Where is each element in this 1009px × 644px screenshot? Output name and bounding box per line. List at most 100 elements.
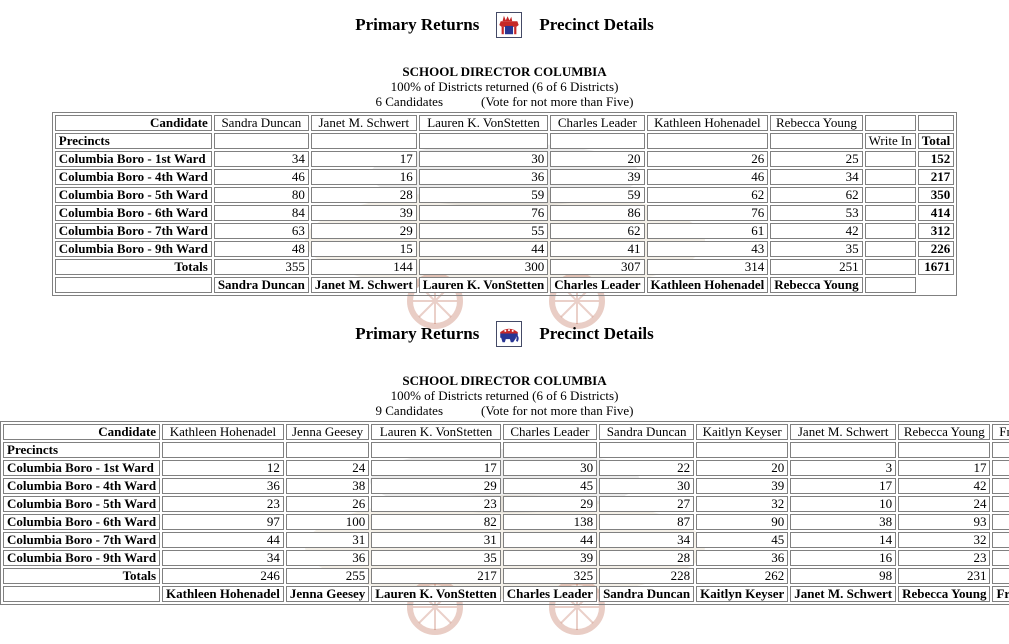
vote-cell: 45	[502, 478, 598, 494]
vote-cell: 100	[285, 514, 370, 530]
footer-candidate-name-cell: Kathleen Hohenadel	[162, 586, 284, 602]
totals-row: Totals 355 144 300 307 314 251 1671	[54, 259, 955, 275]
vote-cell: 35	[770, 241, 863, 257]
candidates-count: 6 Candidates	[375, 94, 444, 109]
vote-cell: 39	[310, 205, 417, 221]
vote-cell: 39	[502, 550, 598, 566]
total-cell: 350	[917, 187, 955, 203]
vote-cell: 44	[418, 241, 549, 257]
party-nav-bar: Primary Returns Precinct Details	[0, 11, 1009, 39]
vote-note: (Vote for not more than Five)	[481, 403, 634, 418]
vote-cell: 27	[599, 496, 695, 512]
precinct-name-cell: Columbia Boro - 6th Ward	[3, 514, 161, 530]
nav-link-primary-returns[interactable]: Primary Returns	[355, 15, 480, 34]
candidates-line: 6 Candidates (Vote for not more than Five…	[0, 94, 1009, 109]
vote-cell: 32	[992, 532, 1009, 548]
vote-cell: 55	[418, 223, 549, 239]
precinct-row: Columbia Boro - 6th Ward 84 39 76 86 76 53 414	[54, 205, 955, 221]
totals-label-cell: Totals	[3, 568, 161, 584]
vote-cell: 43	[992, 478, 1009, 494]
footer-candidate-name-cell: Janet M. Schwert	[790, 586, 897, 602]
results-table: Candidate Sandra Duncan Janet M. Schwert La…	[51, 112, 958, 296]
column-color-cell	[790, 442, 897, 458]
totals-vote-cell: 144	[310, 259, 417, 275]
write-in-cell	[864, 259, 916, 275]
candidates-line: 9 Candidates (Vote for not more than Five…	[0, 403, 1009, 418]
footer-candidate-name-cell: Kaitlyn Keyser	[696, 586, 789, 602]
vote-cell: 36	[162, 478, 284, 494]
precinct-row: Columbia Boro - 9th Ward 34 36 35 39 28 36 16 23…	[3, 550, 1009, 566]
democrat-donkey-icon[interactable]	[496, 12, 523, 38]
candidate-name-cell: Janet M. Schwert	[790, 424, 897, 440]
candidate-name-cell: Jenna Geesey	[285, 424, 370, 440]
vote-cell: 38	[790, 514, 897, 530]
totals-vote-cell: 262	[696, 568, 789, 584]
vote-cell: 44	[502, 532, 598, 548]
totals-vote-cell: 228	[599, 568, 695, 584]
vote-cell: 101	[992, 514, 1009, 530]
footer-names-row: Sandra Duncan Janet M. Schwert Lauren K. V…	[54, 277, 954, 293]
total-cell: 414	[917, 205, 955, 221]
column-color-cell	[898, 442, 991, 458]
candidate-name-cell: Sandra Duncan	[599, 424, 695, 440]
footer-candidate-name-cell: Lauren K. VonStetten	[371, 586, 501, 602]
vote-cell: 63	[213, 223, 309, 239]
footer-candidate-name-cell: Kathleen Hohenadel	[646, 277, 769, 293]
race-title: SCHOOL DIRECTOR COLUMBIA	[402, 373, 607, 388]
totals-vote-cell: 246	[162, 568, 284, 584]
precincts-label-cell: Precincts	[3, 442, 161, 458]
vote-cell: 12	[162, 460, 284, 476]
precincts-label-cell: Precincts	[54, 133, 212, 149]
vote-cell: 38	[285, 478, 370, 494]
totals-vote-cell: 325	[502, 568, 598, 584]
vote-cell: 14	[790, 532, 897, 548]
column-color-cell	[646, 133, 769, 149]
write-in-cell	[864, 241, 916, 257]
vote-cell: 39	[550, 169, 645, 185]
write-in-cell	[864, 151, 916, 167]
vote-cell: 23	[371, 496, 501, 512]
column-color-cell	[550, 133, 645, 149]
vote-cell: 20	[550, 151, 645, 167]
precinct-row: Columbia Boro - 1st Ward1224173022203172…	[3, 460, 1009, 476]
nav-link-primary-returns[interactable]: Primary Returns	[355, 324, 480, 343]
nav-link-precinct-details[interactable]: Precinct Details	[539, 324, 654, 343]
totals-vote-cell: 268	[992, 568, 1009, 584]
candidate-name-cell: Kathleen Hohenadel	[646, 115, 769, 131]
footer-names-row: Kathleen Hohenadel Jenna Geesey Lauren K. …	[3, 586, 1009, 602]
vote-cell: 42	[898, 478, 991, 494]
vote-cell: 33	[992, 496, 1009, 512]
vote-cell: 28	[599, 550, 695, 566]
vote-cell: 32	[696, 496, 789, 512]
vote-cell: 32	[898, 532, 991, 548]
column-color-cell	[310, 133, 417, 149]
party-nav-bar: Primary Returns Precinct Details	[0, 320, 1009, 348]
write-in-cell	[864, 277, 916, 293]
vote-cell: 16	[790, 550, 897, 566]
vote-cell: 82	[371, 514, 501, 530]
candidate-name-cell: Kathleen Hohenadel	[162, 424, 284, 440]
column-color-cell	[599, 442, 695, 458]
vote-cell: 76	[646, 205, 769, 221]
footer-empty-cell	[54, 277, 212, 293]
nav-link-precinct-details[interactable]: Precinct Details	[539, 15, 654, 34]
vote-cell: 17	[898, 460, 991, 476]
vote-cell: 62	[770, 187, 863, 203]
footer-candidate-name-cell: Rebecca Young	[770, 277, 863, 293]
vote-cell: 36	[696, 550, 789, 566]
total-cell: 226	[917, 241, 955, 257]
race-header: SCHOOL DIRECTOR COLUMBIA 100% of Distric…	[0, 373, 1009, 418]
precinct-row: Columbia Boro - 4th Ward 36 38 29 45 30 39 17 42…	[3, 478, 1009, 494]
precinct-row: Columbia Boro - 5th Ward 23 26 23 29 27 32 10 24…	[3, 496, 1009, 512]
column-color-cell	[162, 442, 284, 458]
vote-cell: 62	[550, 223, 645, 239]
footer-candidate-name-cell: Rebecca Young	[898, 586, 991, 602]
precinct-row: Columbia Boro - 7th Ward 44 31 31 44 34 45 14 32…	[3, 532, 1009, 548]
write-in-label-cell: Write In	[864, 133, 916, 149]
republican-elephant-icon[interactable]	[496, 321, 523, 347]
vote-cell: 23	[898, 550, 991, 566]
write-in-header-cell	[864, 115, 916, 131]
vote-cell: 29	[502, 496, 598, 512]
vote-cell: 61	[646, 223, 769, 239]
candidate-name-cell: Lauren K. VonStetten	[418, 115, 549, 131]
